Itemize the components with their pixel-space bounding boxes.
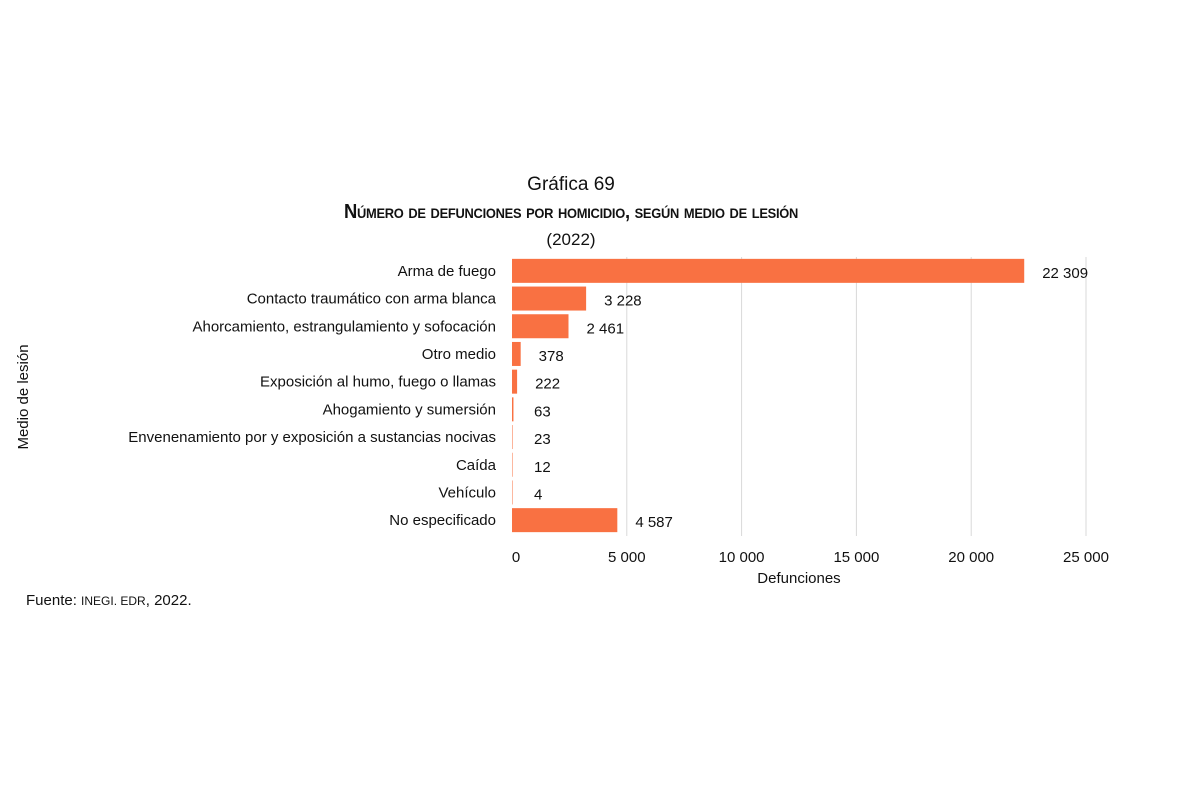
bar: [512, 508, 618, 533]
category-label: Contacto traumático con arma blanca: [247, 291, 497, 308]
source-prefix: Fuente:: [26, 592, 77, 609]
x-tick-label: 5 000: [608, 549, 646, 566]
bar: [512, 369, 518, 394]
chart-subtitle: (2022): [546, 230, 596, 249]
chart-label: Gráfica 69: [527, 174, 615, 195]
source-year: , 2022.: [145, 592, 192, 609]
bar: [512, 341, 521, 366]
category-label: Arma de fuego: [398, 263, 496, 280]
data-label: 12: [534, 459, 551, 476]
data-label: 2 461: [587, 320, 625, 337]
y-axis-title: Medio de lesión: [15, 344, 32, 449]
bar: [512, 452, 513, 477]
category-label: Caída: [456, 457, 497, 474]
x-tick-label: 15 000: [833, 549, 879, 566]
category-label: No especificado: [389, 512, 496, 529]
source-note: Fuente: INEGI. EDR, 2022.: [26, 592, 192, 609]
bar: [512, 258, 1025, 283]
bar: [512, 286, 587, 311]
category-label: Ahorcamiento, estrangulamiento y sofocac…: [192, 318, 496, 335]
category-label: Otro medio: [422, 346, 496, 363]
category-label: Exposición al humo, fuego o llamas: [260, 374, 496, 391]
data-label: 222: [535, 376, 560, 393]
bar: [512, 397, 514, 422]
category-label: Envenenamiento por y exposición a sustan…: [128, 429, 496, 446]
x-tick-label: 0: [512, 549, 520, 566]
source-org: INEGI. EDR: [81, 594, 146, 608]
data-label: 22 309: [1042, 265, 1088, 282]
x-tick-label: 10 000: [719, 549, 765, 566]
x-axis-title: Defunciones: [757, 570, 840, 587]
x-tick-label: 25 000: [1063, 549, 1109, 566]
category-label: Vehículo: [438, 484, 496, 501]
bar: [512, 425, 513, 450]
data-label: 63: [534, 403, 551, 420]
bar: [512, 314, 569, 339]
bar: [512, 480, 513, 505]
data-label: 23: [534, 431, 551, 448]
chart-title: Número de defunciones por homicidio, seg…: [343, 201, 799, 223]
data-label: 378: [539, 348, 564, 365]
data-label: 4: [534, 486, 542, 503]
data-label: 3 228: [604, 293, 642, 310]
data-label: 4 587: [635, 514, 673, 531]
x-tick-label: 20 000: [948, 549, 994, 566]
category-label: Ahogamiento y sumersión: [323, 401, 496, 418]
